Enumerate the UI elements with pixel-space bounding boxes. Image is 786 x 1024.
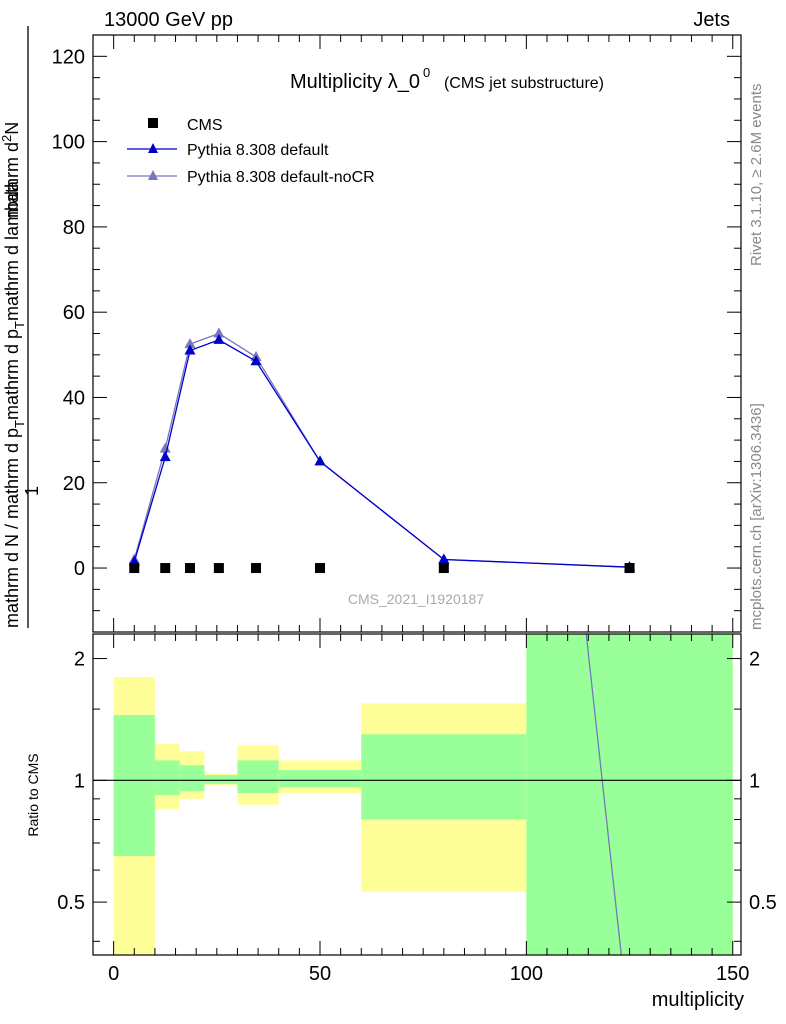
legend: CMS Pythia 8.308 default Pythia 8.308 de…: [127, 117, 375, 186]
analysis-id: CMS_2021_I1920187: [348, 591, 484, 607]
cms-data-point: [315, 563, 326, 574]
cms-data-point: [184, 563, 195, 574]
legend-label-cms: CMS: [187, 117, 223, 134]
mcplots-label: mcplots.cern.ch [arXiv:1306.3436]: [748, 403, 765, 630]
chart-title-superscript: 0: [423, 65, 430, 80]
ratio-y-tick-label-right: 2: [749, 649, 760, 671]
legend-marker-cms: [148, 118, 158, 128]
ratio-band-inner: [154, 760, 180, 795]
series-point-default: [184, 344, 196, 355]
ratio-band-inner: [278, 770, 362, 788]
ratio-y-tick-label-right: 1: [749, 770, 760, 792]
cms-data-point: [438, 563, 449, 574]
y-axis-label: 1 mathrm d N / mathrm d pTmathrm d pTmat…: [0, 26, 42, 628]
ratio-panel: 0.5 0.5 1 1 2 2 0 50 100 150 Ratio to CMS multipl…: [25, 633, 777, 1011]
cms-data-point: [160, 563, 171, 574]
rivet-label: Rivet 3.1.10, ≥ 2.6M events: [748, 84, 765, 267]
energy-label: 13000 GeV pp: [104, 9, 233, 31]
series-line-default: [133, 339, 630, 568]
ratio-line-default: [585, 633, 622, 956]
legend-label-nocr: Pythia 8.308 default-noCR: [187, 169, 375, 186]
y-tick-label: 80: [63, 217, 85, 239]
y-tick-label: 20: [63, 473, 85, 495]
x-tick-label: 50: [309, 963, 331, 985]
series-point-default: [314, 455, 326, 466]
series-point-nocr: [213, 327, 225, 338]
ratio-band-inner: [204, 775, 238, 784]
cms-data-point: [624, 563, 635, 574]
series-point-default: [213, 333, 225, 344]
legend-label-default: Pythia 8.308 default: [187, 142, 329, 159]
ratio-band-inner: [113, 715, 155, 857]
series-point-default: [438, 553, 450, 564]
y-tick-label: 60: [63, 302, 85, 324]
x-tick-label: 150: [716, 963, 749, 985]
ratio-y-tick-label: 1: [74, 770, 85, 792]
y-tick-label: 100: [52, 132, 85, 154]
y-label-one: 1: [22, 486, 42, 496]
series-point-default: [159, 451, 171, 462]
cms-data-point: [213, 563, 224, 574]
legend-marker-nocr: [148, 170, 158, 180]
ratio-y-label: Ratio to CMS: [25, 753, 41, 836]
y-label-d2n: mathrm d2N: [0, 122, 22, 218]
series-point-nocr: [184, 338, 196, 349]
ratio-y-tick-label: 0.5: [57, 892, 85, 914]
ratio-band-inner: [526, 634, 733, 955]
ratio-band-inner: [361, 734, 527, 820]
chart-title: Multiplicity λ_0: [290, 71, 420, 93]
category-label: Jets: [693, 9, 730, 31]
series-line-nocr: [133, 332, 630, 568]
series-point-nocr: [159, 442, 171, 453]
ratio-frame: [92, 633, 742, 956]
ratio-band-inner: [179, 765, 205, 792]
cms-data-point: [251, 563, 262, 574]
y-tick-label: 0: [74, 558, 85, 580]
x-tick-label: 100: [510, 963, 543, 985]
ratio-band-inner: [237, 760, 279, 794]
main-panel: Multiplicity λ_0 0 (CMS jet substructure…: [0, 26, 765, 633]
y-tick-label: 40: [63, 387, 85, 409]
ratio-y-tick-label: 2: [74, 649, 85, 671]
x-tick-label: 0: [108, 963, 119, 985]
y-tick-label: 120: [52, 46, 85, 68]
ratio-y-tick-label-right: 0.5: [749, 892, 777, 914]
cms-data-point: [129, 563, 140, 574]
chart-subtitle: (CMS jet substructure): [444, 75, 604, 92]
series-point-default: [250, 355, 262, 366]
legend-marker-default: [148, 143, 158, 153]
x-axis-label: multiplicity: [652, 989, 744, 1011]
y-label-dn: mathrm d N / mathrm d pTmathrm d pTmathr…: [2, 180, 27, 628]
